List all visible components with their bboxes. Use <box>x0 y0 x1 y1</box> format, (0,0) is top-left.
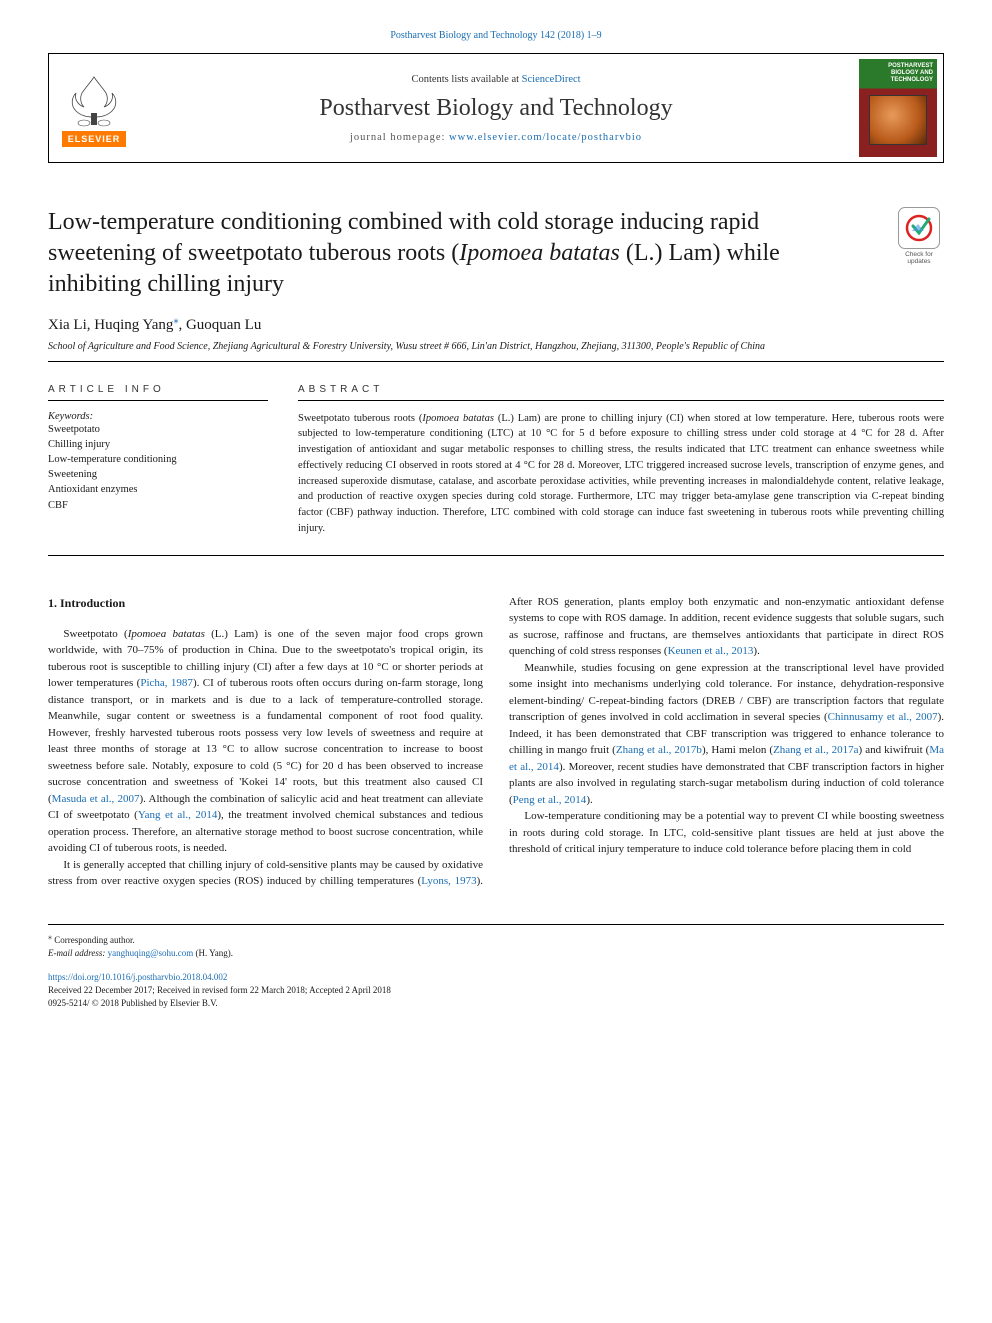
article-title: Low-temperature conditioning combined wi… <box>48 207 882 301</box>
check-updates-icon <box>898 207 940 249</box>
body-section: 1. Introduction Sweetpotato (Ipomoea bat… <box>48 594 944 890</box>
doi-link[interactable]: https://doi.org/10.1016/j.postharvbio.20… <box>48 972 227 982</box>
journal-cover-title: POSTHARVEST BIOLOGY AND TECHNOLOGY <box>863 63 933 85</box>
footer: ⁎ Corresponding author. E-mail address: … <box>48 924 944 1010</box>
author-2: Huqing Yang <box>94 317 173 333</box>
ref-zhang-2017a[interactable]: Zhang et al., 2017a <box>773 744 858 756</box>
info-abstract-row: ARTICLE INFO Keywords: Sweetpotato Chill… <box>48 384 944 556</box>
p3-d: ) and kiwifruit ( <box>859 744 930 756</box>
ref-zhang-2017b[interactable]: Zhang et al., 2017b <box>616 744 702 756</box>
ref-masuda-2007[interactable]: Masuda et al., 2007 <box>52 793 140 805</box>
p2-b: (ROS) induced by chilling temperatures ( <box>234 875 421 887</box>
check-updates[interactable]: Check for updates <box>894 207 944 265</box>
p3-f: ). <box>586 794 592 806</box>
title-line3: inhibiting chilling injury <box>48 271 284 297</box>
copyright-line: 0925-5214/ © 2018 Published by Elsevier … <box>48 998 218 1008</box>
ref-lyons-1973[interactable]: Lyons, 1973 <box>421 875 476 887</box>
abstract-text: Sweetpotato tuberous roots (Ipomoea bata… <box>298 411 944 537</box>
homepage-line: journal homepage: www.elsevier.com/locat… <box>350 132 642 143</box>
ref-picha-1987[interactable]: Picha, 1987 <box>140 677 193 689</box>
abstract-part-a: Sweetpotato tuberous roots ( <box>298 413 422 424</box>
elsevier-label: ELSEVIER <box>62 131 127 147</box>
p1-species: Ipomoea batatas <box>128 628 205 640</box>
p1-c: ). CI of tuberous roots often occurs dur… <box>48 677 483 805</box>
keyword: Chilling injury <box>48 437 268 452</box>
article-info-label: ARTICLE INFO <box>48 384 268 401</box>
journal-cover-photo <box>869 95 927 145</box>
title-line2b: (L.) Lam) while <box>620 240 780 266</box>
header-citation: Postharvest Biology and Technology 142 (… <box>48 30 944 41</box>
corresponding-mark[interactable]: ⁎ <box>173 315 178 326</box>
elsevier-logo: ELSEVIER <box>49 54 139 162</box>
two-column-body: 1. Introduction Sweetpotato (Ipomoea bat… <box>48 594 944 890</box>
keywords-label: Keywords: <box>48 411 268 422</box>
abstract-part-b: (L.) Lam) are prone to chilling injury (… <box>298 413 944 534</box>
elsevier-tree-icon <box>64 69 124 129</box>
keyword: CBF <box>48 498 268 513</box>
email-label: E-mail address: <box>48 948 108 958</box>
contents-prefix: Contents lists available at <box>411 74 521 85</box>
homepage-link[interactable]: www.elsevier.com/locate/postharvbio <box>449 132 642 143</box>
author-3: Guoquan Lu <box>186 317 261 333</box>
corr-author-line: ⁎ Corresponding author. <box>48 931 944 948</box>
divider <box>48 361 944 362</box>
keywords-list: Sweetpotato Chilling injury Low-temperat… <box>48 422 268 513</box>
journal-header-box: ELSEVIER Contents lists available at Sci… <box>48 53 944 163</box>
email-link[interactable]: yanghuqing@sohu.com <box>108 948 194 958</box>
ref-peng-2014[interactable]: Peng et al., 2014 <box>513 794 587 806</box>
journal-name: Postharvest Biology and Technology <box>319 95 672 122</box>
title-line2a: sweetening of sweetpotato tuberous roots… <box>48 240 459 266</box>
email-name: (H. Yang). <box>193 948 233 958</box>
contents-line: Contents lists available at ScienceDirec… <box>411 74 580 85</box>
ref-yang-2014[interactable]: Yang et al., 2014 <box>138 809 218 821</box>
title-row: Low-temperature conditioning combined wi… <box>48 207 944 301</box>
abstract-species: Ipomoea batatas <box>422 413 494 424</box>
homepage-prefix: journal homepage: <box>350 132 449 143</box>
title-species: Ipomoea batatas <box>459 240 620 266</box>
authors-line: Xia Li, Huqing Yang⁎, Guoquan Lu <box>48 315 944 334</box>
journal-cover-image: POSTHARVEST BIOLOGY AND TECHNOLOGY <box>859 59 937 157</box>
corr-text: Corresponding author. <box>52 935 135 945</box>
p4: Low-temperature conditioning may be a po… <box>509 810 944 855</box>
p2-d: ). <box>753 645 759 657</box>
intro-heading: 1. Introduction <box>48 594 483 612</box>
keyword: Sweetening <box>48 467 268 482</box>
email-line: E-mail address: yanghuqing@sohu.com (H. … <box>48 947 944 961</box>
p1-a: Sweetpotato ( <box>63 628 127 640</box>
keyword: Low-temperature conditioning <box>48 452 268 467</box>
journal-cover: POSTHARVEST BIOLOGY AND TECHNOLOGY <box>853 54 943 162</box>
check-updates-label: Check for updates <box>894 251 944 265</box>
keyword: Sweetpotato <box>48 422 268 437</box>
header-middle: Contents lists available at ScienceDirec… <box>139 54 853 162</box>
affiliation: School of Agriculture and Food Science, … <box>48 340 944 353</box>
abstract-label: ABSTRACT <box>298 384 944 401</box>
author-1: Xia Li <box>48 317 87 333</box>
ref-keunen-2013[interactable]: Keunen et al., 2013 <box>668 645 754 657</box>
title-line1: Low-temperature conditioning combined wi… <box>48 209 759 235</box>
abstract-column: ABSTRACT Sweetpotato tuberous roots (Ipo… <box>298 384 944 537</box>
sciencedirect-link[interactable]: ScienceDirect <box>522 74 581 85</box>
received-line: Received 22 December 2017; Received in r… <box>48 985 391 995</box>
ref-chinnusamy-2007[interactable]: Chinnusamy et al., 2007 <box>828 711 938 723</box>
article-info-column: ARTICLE INFO Keywords: Sweetpotato Chill… <box>48 384 268 537</box>
keyword: Antioxidant enzymes <box>48 482 268 497</box>
p3-c: ), Hami melon ( <box>702 744 773 756</box>
doi-block: https://doi.org/10.1016/j.postharvbio.20… <box>48 971 944 1010</box>
